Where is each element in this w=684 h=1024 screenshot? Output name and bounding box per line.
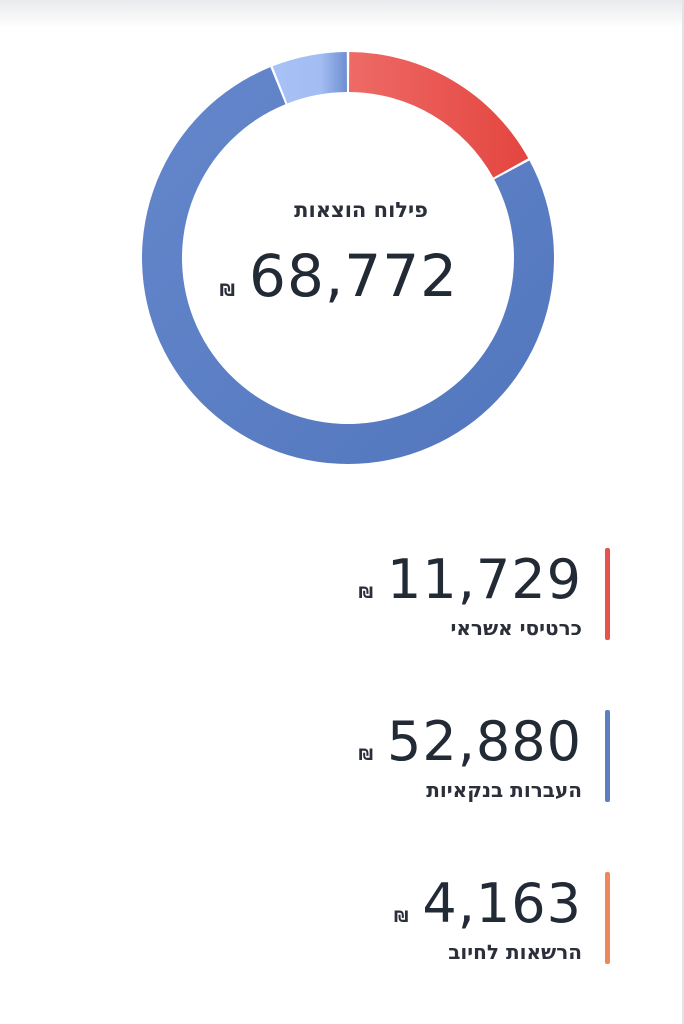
legend-color-bar (605, 710, 610, 802)
top-shade (0, 0, 684, 28)
currency-symbol: ₪ (358, 745, 374, 764)
chart-title: פילוח הוצאות (294, 198, 428, 222)
legend-item-bank-transfers: ₪ 52,880 העברות בנקאיות (300, 710, 610, 810)
legend-item-credit-cards: ₪ 11,729 כרטיסי אשראי (300, 548, 610, 648)
currency-symbol: ₪ (219, 281, 236, 301)
legend-color-bar (605, 548, 610, 640)
legend-value: ₪ 11,729 (359, 548, 582, 611)
legend-label: העברות בנקאיות (426, 778, 582, 802)
legend-amount: 4,163 (422, 872, 582, 935)
donut-slice-credit-cards (348, 52, 529, 178)
expenses-donut-chart (142, 52, 554, 465)
currency-symbol: ₪ (393, 907, 409, 926)
right-edge (682, 0, 684, 1024)
legend-color-bar (605, 872, 610, 964)
legend-item-direct-debits: ₪ 4,163 הרשאות לחיוב (300, 872, 610, 972)
total-value: 68,772 (249, 242, 458, 310)
legend-value: ₪ 52,880 (359, 710, 582, 773)
legend-label: כרטיסי אשראי (450, 616, 582, 640)
currency-symbol: ₪ (358, 583, 374, 602)
donut-slice-direct-debits (272, 52, 348, 104)
legend-amount: 11,729 (387, 548, 582, 611)
legend-value: ₪ 4,163 (394, 872, 582, 935)
total-amount: ₪ 68,772 (170, 242, 458, 310)
legend-amount: 52,880 (387, 710, 582, 773)
legend-label: הרשאות לחיוב (448, 940, 582, 964)
